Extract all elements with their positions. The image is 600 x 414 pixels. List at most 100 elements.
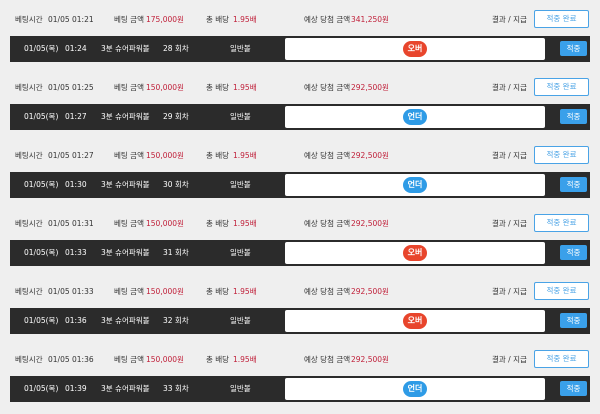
round: 28 회차 bbox=[163, 44, 189, 53]
bet-time-label: 베팅시간 bbox=[15, 151, 43, 160]
amount-label: 베팅 금액 bbox=[114, 151, 144, 160]
date: 01/05(목) bbox=[24, 316, 59, 325]
result-label: 결과 / 지급 bbox=[492, 219, 527, 228]
bet-time-label: 베팅시간 bbox=[15, 219, 43, 228]
amount-label: 베팅 금액 bbox=[114, 15, 144, 24]
pick-badge: 언더 bbox=[403, 381, 427, 397]
result-label: 결과 / 지급 bbox=[492, 287, 527, 296]
time: 01:24 bbox=[65, 44, 87, 53]
odds: 1.95배 bbox=[233, 83, 257, 92]
expected: 292,500원 bbox=[351, 355, 389, 364]
bet-time: 01/05 01:33 bbox=[48, 287, 94, 296]
result-button[interactable]: 적중 완료 bbox=[534, 10, 589, 28]
amount-label: 베팅 금액 bbox=[114, 83, 144, 92]
game: 3분 슈어파워볼 bbox=[101, 384, 150, 393]
expected-label: 예상 당첨 금액 bbox=[304, 151, 351, 160]
bet-time-label: 베팅시간 bbox=[15, 15, 43, 24]
odds-label: 총 배당 bbox=[206, 219, 230, 228]
bet-time: 01/05 01:25 bbox=[48, 83, 94, 92]
result-label: 결과 / 지급 bbox=[492, 355, 527, 364]
pick-badge: 오버 bbox=[403, 245, 427, 261]
result-button[interactable]: 적중 완료 bbox=[534, 146, 589, 164]
pick-badge: 언더 bbox=[403, 109, 427, 125]
result-label: 결과 / 지급 bbox=[492, 151, 527, 160]
odds-label: 총 배당 bbox=[206, 151, 230, 160]
game: 3분 슈어파워볼 bbox=[101, 248, 150, 257]
round: 32 회차 bbox=[163, 316, 189, 325]
expected: 292,500원 bbox=[351, 287, 389, 296]
expected-label: 예상 당첨 금액 bbox=[304, 219, 351, 228]
ball: 일반볼 bbox=[230, 112, 251, 121]
date: 01/05(목) bbox=[24, 112, 59, 121]
result-button[interactable]: 적중 완료 bbox=[534, 214, 589, 232]
time: 01:30 bbox=[65, 180, 87, 189]
odds-label: 총 배당 bbox=[206, 287, 230, 296]
time: 01:27 bbox=[65, 112, 87, 121]
date: 01/05(목) bbox=[24, 248, 59, 257]
round: 29 회차 bbox=[163, 112, 189, 121]
result-button[interactable]: 적중 완료 bbox=[534, 282, 589, 300]
expected-label: 예상 당첨 금액 bbox=[304, 287, 351, 296]
odds: 1.95배 bbox=[233, 287, 257, 296]
pick-badge: 언더 bbox=[403, 177, 427, 193]
time: 01:36 bbox=[65, 316, 87, 325]
amount: 150,000원 bbox=[146, 355, 184, 364]
odds-label: 총 배당 bbox=[206, 83, 230, 92]
game: 3분 슈어파워볼 bbox=[101, 112, 150, 121]
expected: 292,500원 bbox=[351, 219, 389, 228]
ball: 일반볼 bbox=[230, 384, 251, 393]
amount: 150,000원 bbox=[146, 83, 184, 92]
amount: 150,000원 bbox=[146, 219, 184, 228]
pick-badge: 오버 bbox=[403, 313, 427, 329]
status-button[interactable]: 적중 bbox=[560, 313, 587, 328]
status-button[interactable]: 적중 bbox=[560, 41, 587, 56]
bet-time: 01/05 01:36 bbox=[48, 355, 94, 364]
game: 3분 슈어파워볼 bbox=[101, 44, 150, 53]
bet-time: 01/05 01:31 bbox=[48, 219, 94, 228]
bet-time-label: 베팅시간 bbox=[15, 83, 43, 92]
odds: 1.95배 bbox=[233, 15, 257, 24]
date: 01/05(목) bbox=[24, 44, 59, 53]
status-button[interactable]: 적중 bbox=[560, 381, 587, 396]
status-button[interactable]: 적중 bbox=[560, 109, 587, 124]
odds-label: 총 배당 bbox=[206, 355, 230, 364]
bet-time-label: 베팅시간 bbox=[15, 287, 43, 296]
status-button[interactable]: 적중 bbox=[560, 177, 587, 192]
expected-label: 예상 당첨 금액 bbox=[304, 355, 351, 364]
amount-label: 베팅 금액 bbox=[114, 287, 144, 296]
round: 31 회차 bbox=[163, 248, 189, 257]
ball: 일반볼 bbox=[230, 248, 251, 257]
amount: 150,000원 bbox=[146, 151, 184, 160]
ball: 일반볼 bbox=[230, 316, 251, 325]
bet-time: 01/05 01:27 bbox=[48, 151, 94, 160]
expected: 292,500원 bbox=[351, 83, 389, 92]
result-label: 결과 / 지급 bbox=[492, 83, 527, 92]
amount-label: 베팅 금액 bbox=[114, 355, 144, 364]
time: 01:39 bbox=[65, 384, 87, 393]
bet-time: 01/05 01:21 bbox=[48, 15, 94, 24]
pick-badge: 오버 bbox=[403, 41, 427, 57]
ball: 일반볼 bbox=[230, 44, 251, 53]
amount-label: 베팅 금액 bbox=[114, 219, 144, 228]
result-label: 결과 / 지급 bbox=[492, 15, 527, 24]
expected: 341,250원 bbox=[351, 15, 389, 24]
odds: 1.95배 bbox=[233, 151, 257, 160]
odds: 1.95배 bbox=[233, 355, 257, 364]
status-button[interactable]: 적중 bbox=[560, 245, 587, 260]
expected-label: 예상 당첨 금액 bbox=[304, 15, 351, 24]
date: 01/05(목) bbox=[24, 180, 59, 189]
expected: 292,500원 bbox=[351, 151, 389, 160]
odds: 1.95배 bbox=[233, 219, 257, 228]
round: 33 회차 bbox=[163, 384, 189, 393]
date: 01/05(목) bbox=[24, 384, 59, 393]
game: 3분 슈어파워볼 bbox=[101, 180, 150, 189]
result-button[interactable]: 적중 완료 bbox=[534, 78, 589, 96]
round: 30 회차 bbox=[163, 180, 189, 189]
expected-label: 예상 당첨 금액 bbox=[304, 83, 351, 92]
ball: 일반볼 bbox=[230, 180, 251, 189]
time: 01:33 bbox=[65, 248, 87, 257]
bet-time-label: 베팅시간 bbox=[15, 355, 43, 364]
game: 3분 슈어파워볼 bbox=[101, 316, 150, 325]
result-button[interactable]: 적중 완료 bbox=[534, 350, 589, 368]
